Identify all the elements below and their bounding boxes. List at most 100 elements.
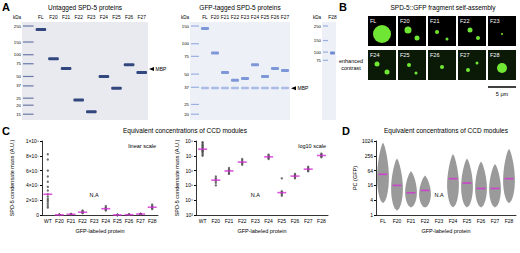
svg-text:F23: F23 [251,218,260,224]
svg-text:1×10⁸: 1×10⁸ [26,138,39,144]
svg-text:PC (GFP): PC (GFP) [352,166,358,190]
svg-text:F26: F26 [125,15,134,20]
svg-text:F28: F28 [317,218,326,224]
svg-text:WT: WT [44,218,52,224]
svg-text:F25: F25 [400,52,409,58]
svg-text:log10 scale: log10 scale [298,143,326,149]
svg-text:F22: F22 [238,218,247,224]
svg-text:F20: F20 [55,218,64,224]
svg-text:F26: F26 [271,15,280,20]
svg-text:SPD-5::GFP fragment self-assem: SPD-5::GFP fragment self-assembly [391,4,497,12]
svg-text:15: 15 [16,112,21,117]
svg-text:F22: F22 [231,15,240,20]
svg-text:F24: F24 [100,15,109,20]
svg-text:F22: F22 [75,15,84,20]
svg-text:F20: F20 [393,218,402,224]
svg-text:N.A: N.A [90,192,100,198]
svg-text:75: 75 [316,58,321,63]
svg-text:F21: F21 [62,15,71,20]
svg-text:1: 1 [370,212,373,218]
svg-text:256: 256 [365,153,374,159]
svg-text:37: 37 [184,85,189,90]
svg-text:F26: F26 [430,52,439,58]
svg-text:F25: F25 [113,218,122,224]
svg-text:Equivalent concentrations of C: Equivalent concentrations of CCD modules [123,127,248,135]
svg-text:0: 0 [36,212,39,218]
svg-text:F20: F20 [211,218,220,224]
svg-text:F27: F27 [491,218,500,224]
svg-text:75: 75 [184,54,189,59]
svg-text:F21: F21 [67,218,76,224]
svg-text:100: 100 [14,52,22,57]
svg-text:FL: FL [380,218,386,224]
svg-text:kDa: kDa [181,15,189,20]
svg-text:F23: F23 [435,218,444,224]
svg-text:F28: F28 [505,218,514,224]
svg-text:10⁷: 10⁷ [186,153,194,159]
svg-text:kDa: kDa [313,15,321,20]
svg-text:F23: F23 [490,18,499,24]
svg-text:10⁸: 10⁸ [185,138,193,144]
svg-text:64: 64 [367,168,373,174]
svg-text:WT: WT [199,218,207,224]
svg-text:Equivalent concentrations of C: Equivalent concentrations of CCD modules [384,127,509,135]
svg-text:150: 150 [314,38,322,43]
svg-text:F24: F24 [264,218,273,224]
svg-text:F25: F25 [261,15,270,20]
svg-text:150: 150 [182,24,190,29]
svg-text:MBP: MBP [156,66,168,72]
svg-text:F27: F27 [138,15,147,20]
svg-text:F22: F22 [460,18,469,24]
svg-text:F28: F28 [490,52,499,58]
svg-text:N.A: N.A [251,192,261,198]
svg-text:16: 16 [367,182,373,188]
svg-text:F22: F22 [421,218,430,224]
svg-text:10⁶: 10⁶ [185,168,193,174]
svg-text:F20: F20 [211,15,220,20]
svg-text:kDa: kDa [13,15,21,20]
svg-text:F21: F21 [225,218,234,224]
svg-text:10³: 10³ [186,212,194,218]
svg-text:C: C [2,125,10,137]
svg-text:FL: FL [38,15,44,20]
svg-text:F25: F25 [112,15,121,20]
svg-text:250: 250 [314,24,322,29]
svg-text:6×10⁷: 6×10⁷ [26,168,39,174]
svg-text:F26: F26 [291,218,300,224]
svg-text:250: 250 [14,24,22,29]
svg-text:Untagged SPD-5 proteins: Untagged SPD-5 proteins [48,4,123,12]
svg-text:F22: F22 [78,218,87,224]
svg-text:FL: FL [370,18,376,24]
svg-text:75: 75 [16,61,21,66]
svg-text:B: B [339,1,347,13]
svg-text:SPD-5 condensate mass (A.U.): SPD-5 condensate mass (A.U.) [9,139,15,216]
svg-text:20: 20 [184,112,189,117]
svg-text:100: 100 [314,50,322,55]
svg-text:F25: F25 [277,218,286,224]
svg-text:150: 150 [14,40,22,45]
svg-text:F24: F24 [101,218,110,224]
svg-text:linear scale: linear scale [128,143,156,149]
svg-text:37: 37 [16,83,21,88]
svg-text:F28: F28 [328,15,337,20]
svg-text:25: 25 [16,96,21,101]
svg-text:GFP-labeled protein: GFP-labeled protein [421,228,470,234]
svg-text:F23: F23 [241,15,250,20]
svg-text:F20: F20 [400,18,409,24]
svg-text:4: 4 [370,197,373,203]
svg-text:GFP-labeled protein: GFP-labeled protein [237,228,286,234]
svg-text:F27: F27 [460,52,469,58]
svg-text:F24: F24 [370,52,379,58]
svg-text:F25: F25 [463,218,472,224]
svg-text:F23: F23 [87,15,96,20]
svg-text:50: 50 [184,72,189,77]
svg-text:2×10⁷: 2×10⁷ [26,197,39,203]
svg-text:F26: F26 [477,218,486,224]
svg-text:F24: F24 [251,15,260,20]
svg-text:25: 25 [184,102,189,107]
svg-text:GFP-labeled protein: GFP-labeled protein [75,228,124,234]
svg-text:F21: F21 [221,15,230,20]
svg-text:F28: F28 [148,218,157,224]
svg-text:F23: F23 [90,218,99,224]
svg-text:F27: F27 [136,218,145,224]
